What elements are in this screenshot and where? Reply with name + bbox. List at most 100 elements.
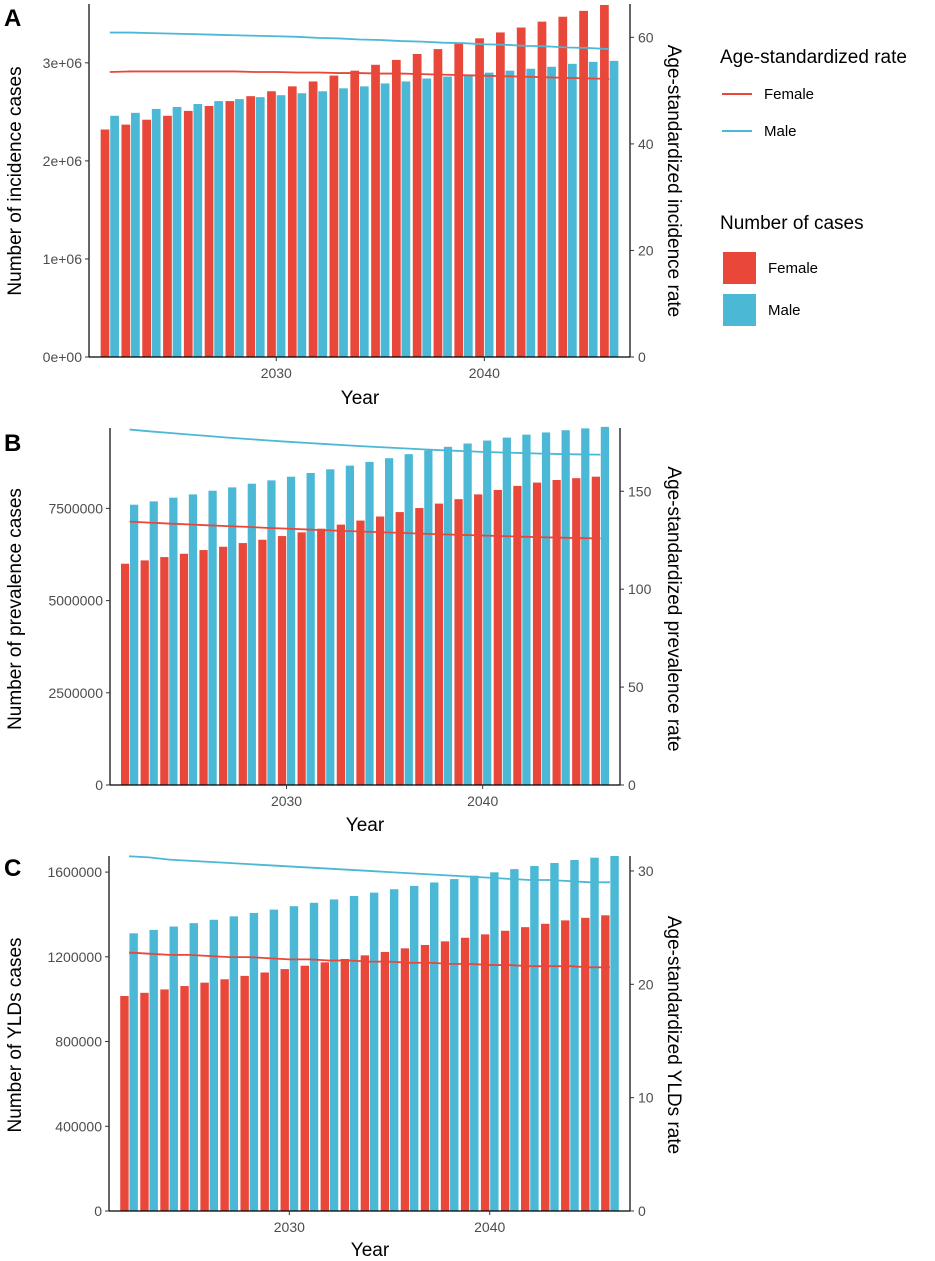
panel-b-y-tick-label: 0 [95,777,103,793]
panel-b-male-bar [561,430,570,785]
panel-c-female-bar [340,958,350,1211]
panel-b-male-bar [208,490,217,785]
panel-b-y-tick-label: 2500000 [48,685,103,701]
panel-a-female-bar [267,91,276,358]
panel-a-female-bar [287,86,297,358]
panel-a-female-bar [246,96,256,358]
panel-c-male-bar [209,919,219,1211]
panel-a-male-bar [235,99,244,358]
panel-b-female-bar [219,546,228,785]
panel-b-x-axis-title: Year [346,815,385,836]
panel-b-bars [120,426,610,785]
panel-a-female-bar [121,124,131,357]
panel-b-male-bar [306,472,315,785]
panel-a-female-bar [391,59,401,357]
legend: Age-standardized rate Female Male Number… [720,47,907,326]
panel-c-male-bar [450,879,459,1211]
panel-a-bars [100,4,619,358]
panel-a-male-bar [131,112,140,357]
legend-cases-title: Number of cases [720,213,864,234]
panel-c-male-bar [590,857,599,1211]
panel-c-male-bar [470,875,479,1211]
panel-b-male-bar [365,461,374,785]
legend-male-bar-swatch [723,294,756,326]
panel-a-female-bar [308,81,318,358]
panel-b-male-bar [600,426,610,785]
panel-b-female-bar [493,489,502,785]
panel-a-female-bar [412,54,422,357]
panel-a-x-axis-title: Year [341,388,380,409]
panel-b-male-bar [443,446,453,785]
panel-a-female-bar [433,49,443,358]
panel-a-male-bar [380,83,390,358]
panel-b-y2-tick-label: 50 [628,679,644,695]
panel-a-female-bar [475,38,484,357]
panel-c-y2-tick-label: 20 [638,976,654,992]
panel-b-male-bar [267,480,276,785]
panel-a-y2-tick-label: 40 [638,136,654,152]
panel-b-female-bar [140,560,149,785]
panel-a-male-bar [339,88,348,357]
panel-a-female-bar [579,10,588,358]
panel-b-female-bar [415,508,424,785]
panel-a-male-rate-line [109,31,610,50]
panel-c-female-bar [140,992,149,1211]
panel-b-female-bar [375,516,385,785]
panel-c-male-bar [189,923,198,1211]
panel-c-male-bar [550,862,559,1211]
panel-a-female-bar [600,4,609,357]
panel-b-x-tick-label: 2030 [271,793,302,809]
panel-b-female-bar [454,499,463,785]
panel-c-male-bar [570,860,579,1211]
panel-a-male-bar [193,104,203,358]
panel-c-female-bar [601,915,610,1211]
panel-b-female-bar [277,536,287,785]
panel-a-y-axis-title: Number of incidence cases [5,66,26,295]
panel-b-male-bar [541,432,551,785]
panel-b-male-bar [130,504,139,785]
panel-b-female-bar [474,494,483,785]
panel-a-female-rate-line [109,70,610,80]
panel-c-female-bar [440,941,450,1211]
panel-a-male-bar [318,91,328,358]
panel-b-x-tick-label: 2040 [467,793,498,809]
panel-c-male-bar [510,869,519,1211]
panel-c-male-bar [490,872,499,1211]
panel-b-male-bar [286,476,296,785]
panel-c-female-bar [581,917,590,1211]
panel-c-male-bar [610,856,619,1211]
panel-c-y-tick-label: 800000 [55,1034,102,1050]
panel-c-male-bar [309,902,319,1211]
panel-a-male-bar [214,101,223,357]
panel-a-y-tick-label: 0e+00 [43,349,83,365]
panel-c-male-bar [349,896,359,1211]
panel-b-female-bar [297,532,306,785]
panel-c-male-bar [369,892,379,1211]
panel-a-y2-tick-label: 20 [638,242,654,258]
legend-rate-title: Age-standardized rate [720,47,907,68]
panel-c-female-bar [120,996,129,1211]
panel-b-female-bar [199,550,208,785]
panel-b-female-bar [258,539,267,785]
panel-c-female-bar [180,986,189,1211]
panel-c-female-bar [160,989,169,1211]
panel-c-male-bar [129,933,138,1211]
legend-female-bar-swatch [723,252,756,284]
panel-a-female-bar [516,27,526,358]
panel-a-male-bar [297,93,307,357]
panel-a-female-bar [350,70,360,358]
panel-c-y2-axis-title: Age-standardized YLDs rate [663,916,684,1154]
panel-b-y2-tick-label: 150 [628,483,652,499]
panel-b-female-bar [356,520,365,785]
panel-a-male-bar [547,66,556,357]
panel-b-female-bar [434,503,444,785]
panel-b-female-bar [513,485,522,785]
panel-b-male-bar [247,483,256,785]
panel-b-male-bar [385,458,394,785]
panel-b: B 0 2500000 5000000 7500000 0 50 100 150 2030 204… [4,426,684,836]
panel-b-male-bar [169,497,178,785]
panel-b-male-bar [483,440,492,785]
panel-b-male-bar [345,465,355,785]
panel-b-male-bar [404,454,413,785]
